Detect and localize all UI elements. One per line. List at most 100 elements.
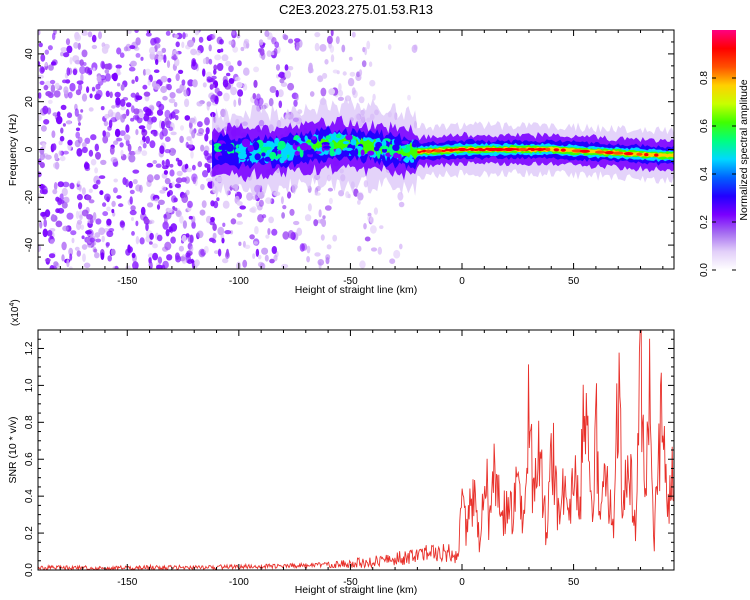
ridge-core [478,147,483,152]
noise-speck [139,184,143,193]
ridge-blob [381,148,388,153]
ridge-blob [311,136,317,140]
noise-speck [164,109,171,119]
noise-speck [145,32,152,37]
noise-speck [208,44,212,52]
noise-speck [128,66,136,72]
noise-speck [287,191,292,199]
noise-speck [223,92,230,102]
noise-speck [196,101,203,107]
ridge-blob [367,150,375,156]
noise-speck [120,84,125,91]
noise-speck [149,241,153,245]
noise-speck [47,99,53,104]
snr-exponent-base: (x10 [10,306,21,326]
noise-speck [242,83,248,91]
noise-speck [73,42,79,49]
noise-speck [61,241,67,251]
ridge-core [579,149,590,153]
ridge-core [457,147,467,152]
ridge-blob [350,139,356,146]
noise-speck [240,46,245,52]
noise-speck [141,128,146,133]
ridge-blob [335,148,342,155]
snr-line-layer [38,330,674,570]
noise-speck [236,212,243,218]
noise-speck [88,199,95,204]
ridge-core [425,149,432,153]
noise-speck [293,220,300,226]
noise-speck [269,258,275,264]
noise-speck [314,31,321,38]
noise-speck [351,87,356,96]
noise-speck [98,227,106,235]
noise-speck [277,73,285,78]
noise-speck [66,112,73,119]
noise-speck [163,54,167,63]
noise-speck [326,35,333,45]
noise-speck [44,49,49,55]
noise-speck [197,161,203,168]
noise-speck [146,121,152,131]
noise-speck [243,67,250,76]
noise-speck [357,245,362,252]
noise-speck [228,40,234,46]
noise-speck [279,78,285,84]
ridge-blob [277,150,282,155]
noise-speck [159,145,165,155]
noise-speck [317,259,325,266]
noise-speck [338,89,344,97]
noise-speck [295,45,300,51]
noise-speck [347,77,355,87]
noise-speck [189,139,193,145]
noise-speck [146,162,154,168]
noise-speck [105,242,111,247]
noise-speck [126,30,132,34]
noise-speck [80,109,84,113]
noise-speck [164,241,172,251]
noise-speck [92,67,96,72]
ridge-blob [394,137,402,147]
ridge-blob [299,142,309,151]
noise-speck [139,237,145,245]
ridge-core [493,147,505,152]
noise-speck [69,182,75,190]
noise-speck [152,160,158,164]
ridge-blob [398,153,402,162]
noise-speck [48,64,54,71]
noise-speck [50,238,55,245]
ridge-blob [329,142,335,152]
noise-speck [134,95,139,102]
noise-speck [60,127,64,134]
noise-speck [206,155,214,164]
noise-speck [217,49,222,53]
ridge-blob [304,135,308,142]
noise-speck [76,250,82,257]
noise-speck [357,199,361,205]
noise-speck [269,86,277,93]
noise-speck [325,257,330,265]
noise-speck [169,163,174,168]
noise-speck [194,30,200,36]
noise-speck [322,215,326,220]
spectrogram-x-ticks: -150 -100 -50 0 50 [59,30,664,287]
noise-speck [166,254,173,261]
noise-speck [140,56,144,61]
noise-speck [145,135,150,144]
noise-speck [362,46,366,53]
noise-speck [62,150,69,155]
noise-speck [127,143,132,152]
noise-speck [219,39,224,45]
noise-speck [187,259,193,265]
noise-speck [57,181,64,188]
noise-speck [81,93,88,102]
noise-speck [182,220,187,229]
ridge-blob [254,153,261,161]
noise-speck [54,161,60,170]
noise-speck [110,248,116,256]
y-tick-label: -20 [24,190,35,205]
noise-speck [202,58,207,65]
noise-speck [53,90,61,98]
noise-speck [68,247,74,256]
noise-speck [77,180,81,185]
